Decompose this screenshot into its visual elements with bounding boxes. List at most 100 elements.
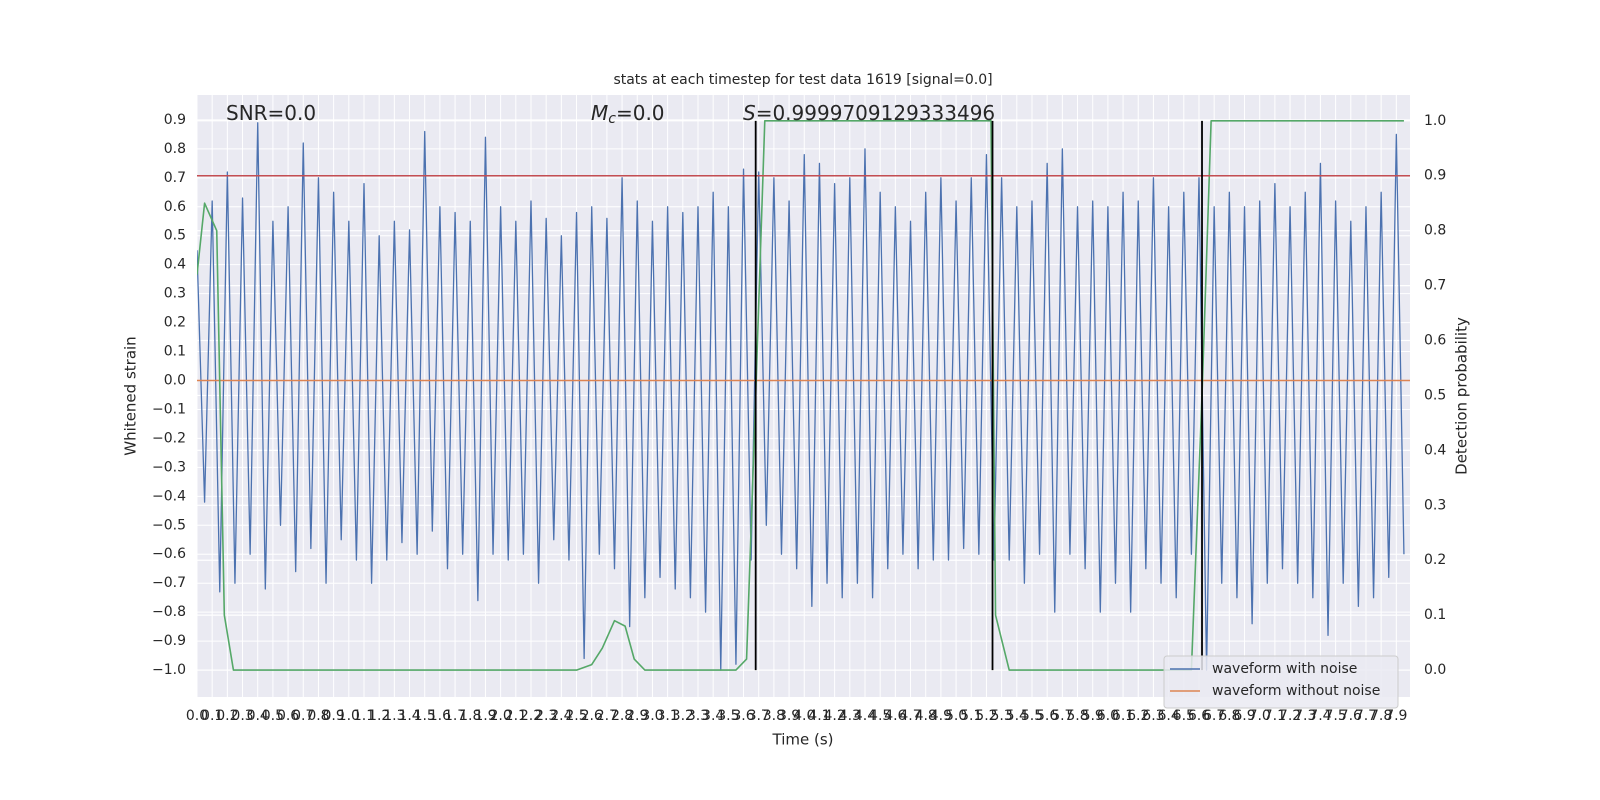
x-tick-label: 4.6 [884, 708, 906, 724]
annotation-symbol: S [743, 101, 756, 125]
x-tick-label: 6.6 [1188, 708, 1210, 724]
y2-tick-label: 0.2 [1424, 552, 1446, 568]
y-tick-label: −0.5 [152, 517, 186, 533]
y2-tick-label: 0.4 [1424, 442, 1446, 458]
x-tick-label: 4.7 [899, 708, 921, 724]
legend-label: waveform without noise [1212, 683, 1380, 699]
x-tick-label: 2.4 [550, 708, 572, 724]
legend-label: waveform with noise [1212, 661, 1357, 677]
y-tick-label: −0.4 [152, 488, 186, 504]
x-tick-label: 1.8 [459, 708, 481, 724]
x-tick-label: 7.0 [1249, 708, 1271, 724]
x-tick-label: 3.9 [778, 708, 800, 724]
x-tick-label: 0.5 [262, 708, 284, 724]
x-tick-label: 6.3 [1142, 708, 1164, 724]
x-tick-label: 1.6 [429, 708, 451, 724]
marks [197, 120, 1410, 671]
x-tick-label: 3.5 [717, 708, 739, 724]
annotation-symbol: M [591, 101, 608, 125]
y2-tick-label: 0.7 [1424, 278, 1446, 294]
x-tick-label: 5.4 [1006, 708, 1028, 724]
x-tick-label: 5.1 [960, 708, 982, 724]
y-tick-label: −0.8 [152, 604, 186, 620]
x-tick-label: 0.7 [292, 708, 314, 724]
x-tick-label: 0.0 [186, 708, 208, 724]
x-tick-label: 3.0 [641, 708, 663, 724]
x-tick-label: 5.6 [1036, 708, 1058, 724]
x-tick-label: 2.1 [505, 708, 527, 724]
annotation-text: SNR=0.0 [226, 101, 316, 125]
x-tick-label: 4.0 [793, 708, 815, 724]
y-tick-label: 0.0 [164, 373, 186, 389]
x-tick-label: 5.3 [990, 708, 1012, 724]
x-tick-label: 4.3 [839, 708, 861, 724]
x-tick-label: 3.3 [687, 708, 709, 724]
x-tick-label: 4.5 [869, 708, 891, 724]
x-tick-label: 6.9 [1233, 708, 1255, 724]
x-tick-label: 4.9 [930, 708, 952, 724]
y-tick-label: −1.0 [152, 662, 186, 678]
y2-tick-label: 0.9 [1424, 168, 1446, 184]
x-tick-label: 6.0 [1097, 708, 1119, 724]
annotation-text: =0.0 [616, 101, 665, 125]
y2-tick-label: 0.3 [1424, 497, 1446, 513]
x-tick-label: 3.8 [763, 708, 785, 724]
x-tick-label: 2.3 [535, 708, 557, 724]
x-tick-label: 0.4 [247, 708, 269, 724]
series-line [197, 120, 1404, 671]
x-tick-label: 1.3 [383, 708, 405, 724]
legend-box [1163, 655, 1399, 709]
x-tick-label: 7.9 [1385, 708, 1407, 724]
y-tick-label: 0.1 [164, 344, 186, 360]
x-tick-label: 1.0 [338, 708, 360, 724]
x-tick-label: 3.7 [748, 708, 770, 724]
y2-tick-label: 1.0 [1424, 113, 1446, 129]
y-tick-label: 0.5 [164, 228, 186, 244]
y-tick-label: 0.2 [164, 315, 186, 331]
x-tick-label: 4.1 [808, 708, 830, 724]
y-tick-label: −0.6 [152, 546, 186, 562]
x-tick-label: 2.7 [596, 708, 618, 724]
x-tick-label: 1.2 [368, 708, 390, 724]
x-tick-label: 7.4 [1309, 708, 1331, 724]
y2-tick-label: 0.5 [1424, 387, 1446, 403]
y-tick-label: −0.9 [152, 633, 186, 649]
x-tick-label: 7.2 [1279, 708, 1301, 724]
x-tick-label: 6.8 [1218, 708, 1240, 724]
x-tick-label: 7.3 [1294, 708, 1316, 724]
x-tick-label: 6.5 [1173, 708, 1195, 724]
y-tick-label: 0.8 [164, 141, 186, 157]
x-tick-label: 7.6 [1340, 708, 1362, 724]
y-tick-label: 0.3 [164, 286, 186, 302]
x-axis-label: Time (s) [772, 731, 834, 749]
x-tick-label: 2.9 [626, 708, 648, 724]
chart-title: stats at each timestep for test data 161… [613, 72, 992, 88]
x-tick-label: 1.7 [444, 708, 466, 724]
x-tick-label: 3.6 [732, 708, 754, 724]
x-tick-label: 6.2 [1127, 708, 1149, 724]
labels: 0.00.10.20.30.40.50.60.70.80.91.01.11.21… [152, 101, 1446, 725]
x-tick-label: 1.9 [474, 708, 496, 724]
x-tick-label: 0.3 [231, 708, 253, 724]
x-tick-label: 0.8 [307, 708, 329, 724]
x-tick-label: 5.0 [945, 708, 967, 724]
y-tick-label: 0.4 [164, 257, 186, 273]
x-tick-label: 0.2 [216, 708, 238, 724]
x-tick-label: 7.1 [1264, 708, 1286, 724]
x-tick-label: 0.9 [323, 708, 345, 724]
y-tick-label: −0.7 [152, 575, 186, 591]
x-tick-label: 5.5 [1021, 708, 1043, 724]
annotation: S=0.9999709129333496 [743, 101, 995, 125]
x-tick-label: 6.4 [1157, 708, 1179, 724]
x-tick-label: 4.4 [854, 708, 876, 724]
x-tick-label: 2.8 [611, 708, 633, 724]
annotation: SNR=0.0 [226, 101, 316, 125]
y-tick-label: 0.6 [164, 199, 186, 215]
x-tick-label: 5.9 [1082, 708, 1104, 724]
annotation-text: =0.9999709129333496 [756, 101, 995, 125]
y2-tick-label: 0.8 [1424, 223, 1446, 239]
x-tick-label: 6.1 [1112, 708, 1134, 724]
x-tick-label: 3.1 [656, 708, 678, 724]
x-tick-label: 2.0 [489, 708, 511, 724]
